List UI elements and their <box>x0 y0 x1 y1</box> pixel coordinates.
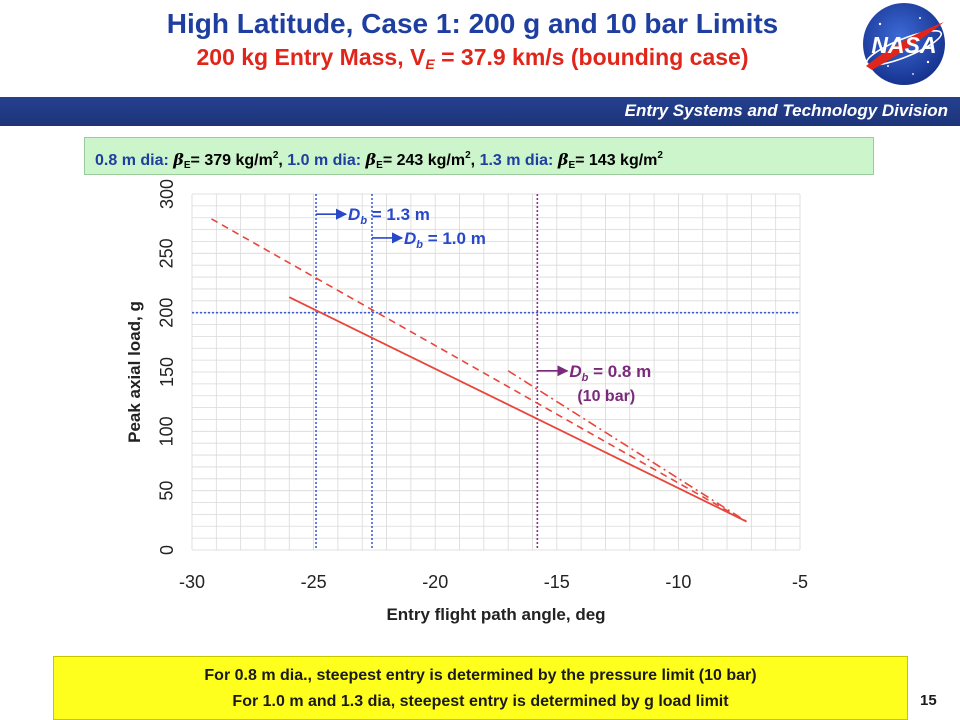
x-tick-label: -30 <box>179 572 205 592</box>
conclusion-box: For 0.8 m dia., steepest entry is determ… <box>53 656 908 720</box>
y-tick-label: 300 <box>157 179 177 209</box>
nasa-logo-text: NASA <box>871 32 936 58</box>
x-tick-label: -20 <box>422 572 448 592</box>
division-band: Entry Systems and Technology Division <box>0 97 960 126</box>
y-axis-label: Peak axial load, g <box>125 301 144 443</box>
subtitle-pre: 200 kg Entry Mass, V <box>196 44 426 70</box>
y-tick-label: 50 <box>157 481 177 501</box>
slide-title: High Latitude, Case 1: 200 g and 10 bar … <box>166 8 779 39</box>
beta-subscript: E <box>183 160 191 171</box>
unit-superscript: 2 <box>272 150 279 161</box>
x-tick-label: -5 <box>792 572 808 592</box>
x-axis-label: Entry flight path angle, deg <box>386 605 605 624</box>
ballistic-coefficient-box: 0.8 m dia: βE= 379 kg/m2, 1.0 m dia: βE=… <box>84 137 874 175</box>
series-line <box>507 370 747 523</box>
conclusion-line-1: For 0.8 m dia., steepest entry is determ… <box>204 667 757 684</box>
page-number: 15 <box>920 692 937 709</box>
beta-subscript: E <box>376 160 383 171</box>
beta-symbol: β <box>557 150 569 169</box>
nasa-logo-icon: NASA <box>863 3 945 85</box>
series-line <box>288 296 747 523</box>
y-tick-label: 150 <box>157 357 177 387</box>
d2-label: 1.0 m dia: <box>287 152 366 169</box>
unit-superscript: 2 <box>465 150 471 161</box>
y-tick-label: 0 <box>157 545 177 555</box>
series-line <box>211 218 747 523</box>
beta-symbol: β <box>173 150 184 169</box>
division-label: Entry Systems and Technology Division <box>624 101 948 120</box>
y-tick-label: 250 <box>157 238 177 268</box>
x-tick-label: -10 <box>665 572 691 592</box>
d1-label: 0.8 m dia: <box>95 152 174 169</box>
separator: , <box>470 152 480 169</box>
d2-value: = 243 kg/m <box>382 152 466 169</box>
annotation-label: Db = 0.8 m <box>569 362 651 384</box>
separator: , <box>278 152 288 169</box>
slide-subtitle: 200 kg Entry Mass, VE = 37.9 km/s (bound… <box>0 44 945 72</box>
x-tick-label: -15 <box>544 572 570 592</box>
y-tick-label: 100 <box>157 416 177 446</box>
x-tick-label: -25 <box>301 572 327 592</box>
d3-label: 1.3 m dia: <box>479 152 558 169</box>
conclusion-line-2: For 1.0 m and 1.3 dia, steepest entry is… <box>232 693 729 710</box>
annotation-label: Db = 1.0 m <box>404 229 486 251</box>
unit-superscript: 2 <box>657 150 663 161</box>
annotation-label: Db = 1.3 m <box>348 205 430 227</box>
subtitle-post: = 37.9 km/s (bounding case) <box>434 44 749 70</box>
d1-value: = 379 kg/m <box>190 152 273 169</box>
beta-subscript: E <box>568 160 576 171</box>
subtitle-subscript: E <box>425 56 435 72</box>
d3-value: = 143 kg/m <box>575 152 658 169</box>
annotation-label-line2: (10 bar) <box>577 388 635 405</box>
y-tick-label: 200 <box>157 298 177 328</box>
beta-symbol: β <box>365 150 377 169</box>
